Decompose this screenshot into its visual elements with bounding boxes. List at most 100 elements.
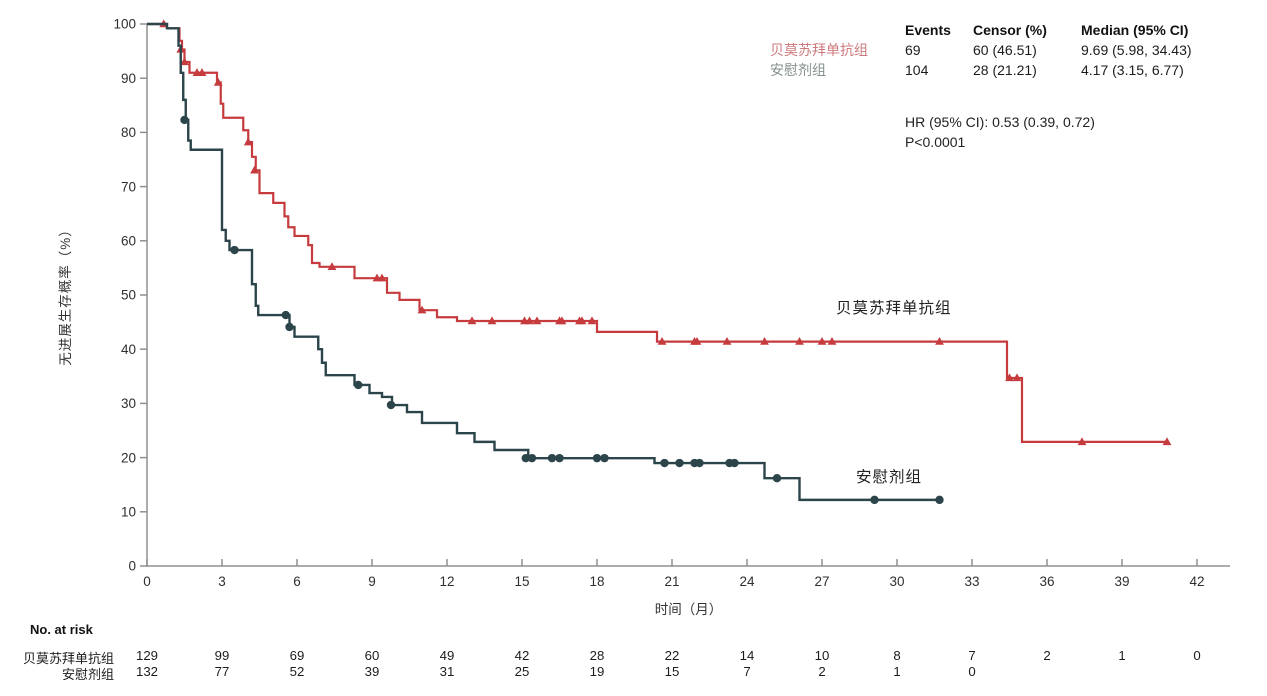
at-risk-value: 28 (590, 648, 605, 663)
x-tick-label: 9 (368, 574, 376, 589)
at-risk-value: 19 (590, 664, 605, 679)
censor-mark-triangle (557, 316, 567, 325)
stats-header-events: Events (905, 22, 951, 38)
y-axis-title: 无进展生存概率（%） (58, 222, 73, 366)
at-risk-value: 7 (968, 648, 975, 663)
censor-mark-circle (230, 245, 239, 255)
stats-row-treatment-events: 69 (905, 42, 921, 58)
censor-mark-triangle (1077, 437, 1087, 446)
at-risk-value: 60 (365, 648, 380, 663)
x-tick-label: 39 (1114, 574, 1129, 589)
censor-mark-triangle (467, 316, 477, 325)
stats-row-placebo-median: 4.17 (3.15, 6.77) (1081, 62, 1184, 78)
at-risk-value: 132 (136, 664, 158, 679)
y-tick-label: 40 (121, 342, 136, 357)
censor-mark-triangle (377, 273, 387, 282)
x-tick-label: 0 (143, 574, 151, 589)
censor-mark-triangle (213, 77, 223, 86)
censor-mark-circle (555, 453, 564, 463)
series-path-1 (147, 22, 940, 502)
at-risk-value: 7 (743, 664, 750, 679)
x-tick-label: 24 (739, 574, 755, 589)
censor-mark-triangle (197, 68, 207, 76)
censor-mark-triangle (935, 337, 944, 345)
y-tick-label: 100 (113, 17, 136, 32)
censor-mark-circle (281, 310, 290, 320)
censor-mark-triangle (817, 337, 827, 345)
censor-mark-circle (675, 458, 684, 468)
y-tick-label: 20 (121, 450, 136, 465)
censor-mark-triangle (525, 316, 534, 325)
stats-row-treatment-censor: 60 (46.51) (973, 42, 1037, 58)
censor-mark-triangle (577, 316, 587, 325)
series-path-0 (147, 22, 1167, 443)
censor-mark-triangle (1012, 373, 1022, 382)
stats-header-median: Median (95% CI) (1081, 22, 1189, 38)
censor-mark-circle (386, 400, 396, 410)
at-risk-value: 1 (1118, 648, 1125, 663)
censor-mark-triangle (692, 337, 702, 345)
at-risk-value: 77 (215, 664, 230, 679)
x-axis-title: 时间（月） (654, 602, 723, 617)
censor-mark-triangle (243, 137, 253, 146)
censor-mark-triangle (657, 337, 667, 345)
stats-row-treatment-median: 9.69 (5.98, 34.43) (1081, 42, 1192, 58)
censor-mark-circle (527, 453, 537, 463)
series-label-placebo: 安慰剂组 (856, 469, 923, 486)
y-tick-label: 30 (121, 396, 136, 411)
hazard-ratio-text: HR (95% CI): 0.53 (0.39, 0.72) (905, 114, 1095, 130)
stats-row-placebo-censor: 28 (21.21) (973, 62, 1037, 78)
at-risk-value: 31 (440, 664, 455, 679)
censor-mark-triangle (417, 305, 427, 314)
stats-row-placebo-events: 104 (905, 62, 929, 78)
x-tick-label: 15 (514, 574, 529, 589)
censor-mark-circle (285, 322, 294, 332)
at-risk-value: 69 (290, 648, 305, 663)
at-risk-value: 0 (1193, 648, 1200, 663)
censor-mark-circle (180, 115, 189, 125)
y-tick-label: 80 (121, 125, 136, 140)
x-tick-label: 21 (664, 574, 679, 589)
censor-mark-triangle (795, 337, 804, 345)
series-label-treatment: 贝莫苏拜单抗组 (836, 300, 952, 317)
censor-mark-circle (592, 453, 602, 463)
censor-mark-circle (730, 458, 739, 468)
at-risk-value: 49 (440, 648, 455, 663)
y-tick-label: 60 (121, 234, 136, 249)
at-risk-value: 25 (515, 664, 530, 679)
at-risk-title: No. at risk (30, 622, 93, 637)
at-risk-value: 42 (515, 648, 530, 663)
x-tick-label: 30 (889, 574, 904, 589)
at-risk-value: 10 (815, 648, 830, 663)
stats-row-placebo-label: 安慰剂组 (770, 62, 826, 78)
censor-mark-triangle (722, 337, 732, 345)
censor-mark-triangle (180, 57, 189, 66)
censor-mark-triangle (760, 337, 769, 345)
censor-mark-triangle (327, 262, 337, 271)
censor-mark-circle (695, 458, 704, 468)
at-risk-value: 2 (818, 664, 825, 679)
y-tick-label: 10 (121, 505, 136, 520)
x-tick-label: 27 (814, 574, 829, 589)
at-risk-value: 0 (968, 664, 975, 679)
y-tick-label: 0 (128, 559, 136, 574)
censor-mark-circle (354, 380, 363, 390)
at-risk-value: 39 (365, 664, 380, 679)
stats-table: Events Censor (%) Median (95% CI) 贝莫苏拜单抗… (770, 20, 1256, 80)
p-value-text: P<0.0001 (905, 134, 966, 150)
censor-mark-circle (660, 458, 669, 468)
y-tick-label: 70 (121, 179, 136, 194)
censor-mark-triangle (1005, 373, 1014, 382)
at-risk-value: 129 (136, 648, 158, 663)
at-risk-row-label-placebo: 安慰剂组 (61, 667, 114, 682)
at-risk-value: 22 (665, 648, 680, 663)
x-tick-label: 6 (293, 574, 301, 589)
at-risk-value: 15 (665, 664, 680, 679)
at-risk-row-label-treatment: 贝莫苏拜单抗组 (22, 651, 114, 666)
at-risk-value: 1 (893, 664, 900, 679)
x-tick-label: 18 (589, 574, 604, 589)
censor-mark-triangle (487, 316, 497, 325)
stats-row-treatment-label: 贝莫苏拜单抗组 (770, 42, 868, 58)
